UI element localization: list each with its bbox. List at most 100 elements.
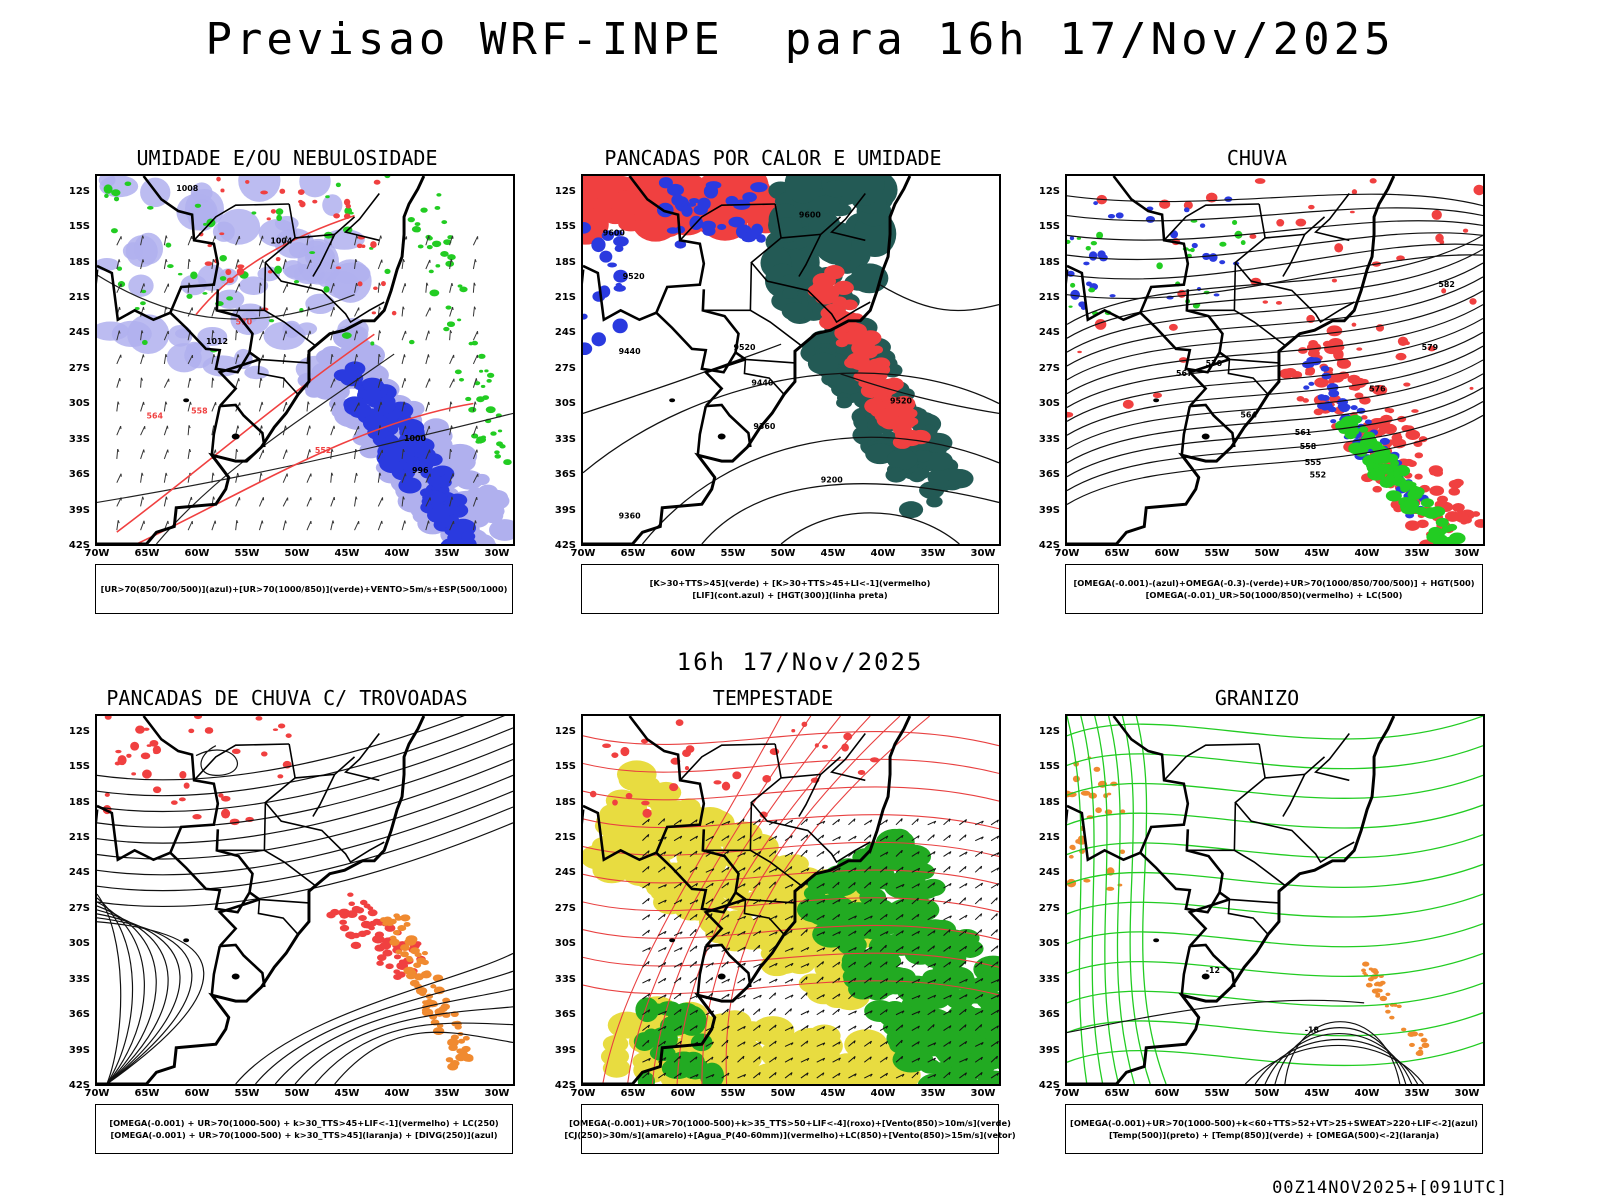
- temp-850-contour: [1067, 774, 1483, 799]
- wind-vector: [775, 868, 778, 872]
- wind-850-green: [852, 962, 883, 984]
- streamline-850: [583, 924, 999, 941]
- contour-label: 9200: [821, 476, 844, 485]
- lat-tick-label: 39S: [554, 504, 576, 516]
- omega-500-orange: [1080, 790, 1091, 796]
- unstable-area-red: [816, 285, 840, 301]
- wind-vector: [901, 930, 904, 934]
- wind-vector: [449, 330, 453, 334]
- lat-tick-label: 12S: [1038, 185, 1060, 197]
- wind-vector: [885, 931, 889, 935]
- wind-vector: [917, 867, 921, 871]
- wind-vector: [759, 1041, 762, 1045]
- wind-vector: [943, 834, 951, 842]
- wind-vector: [990, 1055, 998, 1063]
- wind-vector: [737, 946, 746, 952]
- wind-vector: [870, 946, 873, 950]
- lat-tick-label: 36S: [554, 1009, 576, 1021]
- wind-vector: [658, 899, 667, 905]
- wind-vector: [895, 977, 904, 984]
- precipitable-water-red: [641, 800, 650, 806]
- thickness-line: [195, 214, 355, 315]
- wind-vector: [648, 1009, 651, 1013]
- wind-850-green: [699, 1062, 725, 1084]
- humidity-low-level: [486, 372, 495, 378]
- storm-area-red: [152, 745, 162, 755]
- wind-vector: [959, 1058, 968, 1063]
- legend-line: [OMEGA(-0.001) + UR>70(1000-500) + k>30_…: [110, 1130, 498, 1140]
- country-border: [1180, 945, 1192, 995]
- storm-area-red: [255, 716, 263, 721]
- wind-vector: [990, 1009, 999, 1016]
- wind-vector: [917, 1057, 921, 1061]
- wind-vector: [848, 961, 856, 968]
- wind-vector: [816, 1042, 826, 1047]
- wind-vector: [258, 306, 261, 317]
- wind-vector: [695, 1056, 698, 1060]
- wind-vector: [900, 818, 903, 822]
- wind-vector: [689, 899, 699, 905]
- wind-vector: [895, 1010, 905, 1016]
- wind-vector: [425, 401, 430, 412]
- rain-area-green: [1365, 461, 1377, 470]
- wind-vector: [116, 401, 119, 412]
- thickness-contour-dash: [220, 188, 225, 193]
- wind-vector: [258, 259, 264, 270]
- wind-vector: [959, 851, 968, 857]
- wind-vector: [187, 282, 190, 293]
- wind-850-green: [635, 997, 659, 1023]
- wind-vector: [800, 899, 809, 905]
- rain-area-blue: [1350, 405, 1358, 411]
- humidity-low-level: [167, 264, 174, 269]
- state-border: [1282, 216, 1326, 277]
- wind-vector: [885, 819, 888, 823]
- state-border: [749, 309, 803, 352]
- wind-vector: [679, 1055, 682, 1060]
- wind-vector: [282, 497, 289, 507]
- rain-area-red: [1152, 392, 1162, 398]
- wind-vector: [885, 866, 888, 870]
- rain-area-green: [1448, 532, 1466, 544]
- humidity-low-level: [344, 207, 353, 215]
- lon-tick-label: 35W: [920, 1088, 946, 1099]
- temp-500-contour: [1254, 1038, 1419, 1084]
- wind-vector: [673, 851, 682, 857]
- unstable-area-red: [812, 272, 835, 289]
- wind-vector: [116, 520, 119, 531]
- country-border: [1139, 289, 1224, 374]
- storm-area-red: [393, 954, 402, 960]
- wind-vector: [758, 1024, 761, 1028]
- wind-vector: [212, 330, 215, 334]
- omega-500-orange: [1379, 995, 1388, 1002]
- rain-area-green: [1385, 474, 1395, 481]
- omega-500-orange: [1409, 1042, 1415, 1048]
- rain-area-red: [1314, 377, 1329, 388]
- rain-area-green: [1432, 506, 1442, 513]
- humidity-low-level: [293, 279, 300, 284]
- state-border: [343, 733, 380, 782]
- wind-vector: [837, 914, 841, 918]
- wind-850-green: [956, 1080, 979, 1084]
- wind-vector: [869, 834, 872, 838]
- humidity-low-level: [503, 459, 512, 466]
- country-border: [248, 351, 261, 361]
- temp-850-contour: [1067, 1012, 1483, 1037]
- wind-vector: [758, 930, 762, 934]
- wind-vector: [711, 1056, 714, 1060]
- humidity-low-level: [407, 217, 415, 223]
- contour-label: 9520: [623, 272, 646, 281]
- lon-tick-label: 70W: [570, 548, 596, 559]
- lon-tick-label: 70W: [1054, 1088, 1080, 1099]
- wind-vector: [333, 283, 335, 287]
- wind-vector: [974, 1056, 983, 1063]
- wind-vector: [933, 914, 936, 918]
- omega-500-orange: [1373, 982, 1379, 987]
- lat-tick-label: 42S: [68, 540, 90, 551]
- streamline-250: [97, 716, 505, 797]
- wind-vector: [895, 883, 905, 889]
- wind-vector: [943, 883, 952, 889]
- wind-vector: [784, 898, 794, 905]
- wind-vector: [212, 259, 215, 263]
- height-300-line: [840, 373, 999, 415]
- wind-vector: [401, 283, 406, 293]
